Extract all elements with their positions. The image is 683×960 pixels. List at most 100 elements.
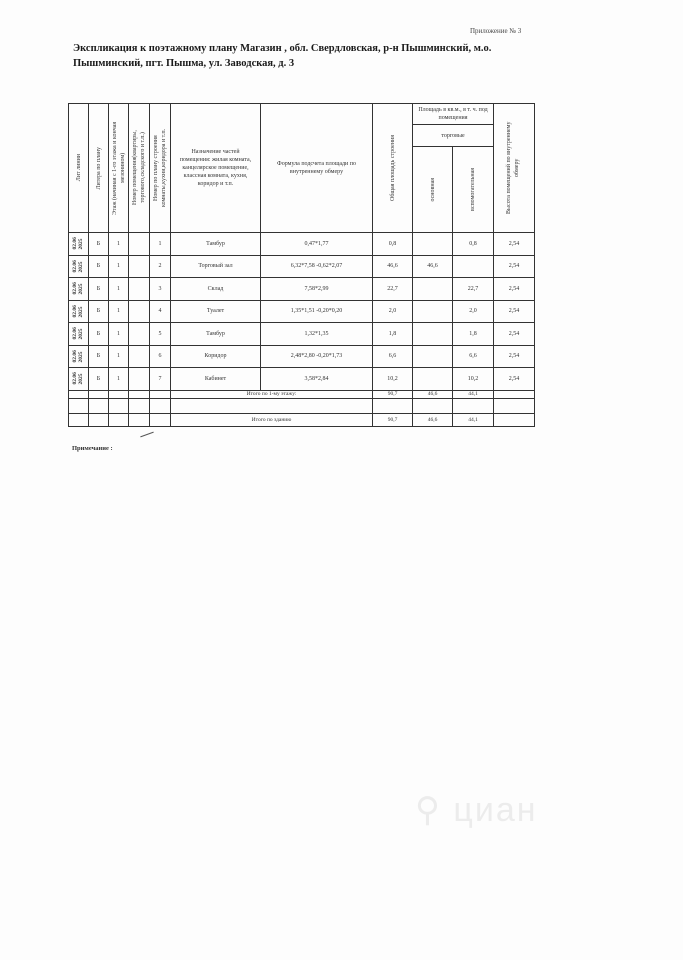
plan-no-cell: 1 [149,232,171,256]
pen-mark [140,431,154,438]
header-purpose: Назначение частей помещения: жилая комна… [170,103,261,233]
table-row: 02.06 2025 Б 1 1 Тамбур 0,47*1,77 0,8 0,8 2,54 [68,232,536,256]
floor-cell: 1 [108,367,129,391]
building-total-aux: 44,1 [451,412,495,427]
plan-no-cell: 6 [149,344,171,368]
litera-cell: Б [88,367,109,391]
plan-no-cell: 3 [149,277,171,301]
litera-cell: Б [88,299,109,323]
litera-cell: Б [88,254,109,278]
room-no-cell [128,277,150,301]
plan-no-cell: 2 [149,254,171,278]
header-plan-no: Номер по плану строения комнаты,кухни,ко… [149,103,171,233]
main-area-cell: 46,6 [412,254,453,278]
room-name-cell: Кабинет [170,367,261,391]
floor-cell: 1 [108,299,129,323]
aux-area-cell: 1,8 [451,322,495,346]
floor-cell: 1 [108,254,129,278]
table-row: 02.06 2025 Б 1 6 Коридор 2,48*2,80 -0,20*1,73… [68,344,536,368]
aux-area-cell: 2,0 [451,299,495,323]
building-total-area: 90,7 [372,412,413,427]
formula-cell: 7,58*2,99 [260,277,373,301]
plan-no-cell: 4 [149,299,171,323]
room-name-cell: Тамбур [170,232,261,256]
note-label: Примечание : [72,445,113,452]
header-aux: вспомогательная [451,146,495,233]
room-name-cell: Торговый зал [170,254,261,278]
floor-total-row: Итого по 1-му этажу: 90,7 46,6 44,1 [68,389,536,399]
date-cell: 02.06 2025 [68,367,89,391]
table-row: 02.06 2025 Б 1 2 Торговый зал 6,32*7,58 -0,62… [68,254,536,278]
table-row: 02.06 2025 Б 1 5 Тамбур 1,32*1,35 1,8 1,8 2,54 [68,322,536,346]
date-cell: 02.06 2025 [68,299,89,323]
floor-cell: 1 [108,344,129,368]
header-litera: Литера по плану [88,103,109,233]
main-area-cell [412,367,453,391]
main-area-cell [412,344,453,368]
aux-area-cell: 6,6 [451,344,495,368]
room-no-cell [128,322,150,346]
building-total-main: 46,6 [412,412,453,427]
appendix-label: Приложение № 3 [470,27,522,35]
room-no-cell [128,299,150,323]
height-cell: 2,54 [493,232,536,256]
header-main: основная [412,146,453,233]
table-row: 02.06 2025 Б 1 4 Туалет 1,35*1,51 -0,20*0,20 2… [68,299,536,323]
plan-no-cell: 7 [149,367,171,391]
aux-area-cell: 22,7 [451,277,495,301]
total-area-cell: 2,0 [372,299,413,323]
header-floor: Этаж (начиная с 1-го этажа и кончая мезо… [108,103,129,233]
height-cell: 2,54 [493,344,536,368]
room-no-cell [128,367,150,391]
formula-cell: 1,35*1,51 -0,20*0,20 [260,299,373,323]
aux-area-cell [451,254,495,278]
height-cell: 2,54 [493,277,536,301]
formula-cell: 3,58*2,84 [260,367,373,391]
aux-area-cell: 10,2 [451,367,495,391]
formula-cell: 6,32*7,58 -0,62*2,07 [260,254,373,278]
litera-cell: Б [88,277,109,301]
total-area-cell: 0,8 [372,232,413,256]
floor-cell: 1 [108,232,129,256]
floor-total-aux: 44,1 [451,389,495,399]
height-cell: 2,54 [493,322,536,346]
height-cell: 2,54 [493,299,536,323]
document-title: Экспликация к поэтажному плану Магазин ,… [73,43,492,69]
date-cell: 02.06 2025 [68,254,89,278]
header-formula: Формула подсчета площади по внутреннему … [260,103,373,233]
total-area-cell: 1,8 [372,322,413,346]
total-area-cell: 10,2 [372,367,413,391]
litera-cell: Б [88,344,109,368]
main-area-cell [412,322,453,346]
height-cell: 2,54 [493,367,536,391]
floor-total-label: Итого по 1-му этажу: [170,389,373,399]
header-total-area: Общая площадь строения [372,103,413,233]
plan-no-cell: 5 [149,322,171,346]
header-room-no: Номер помещения(квартиры, торгового,скла… [128,103,150,233]
building-total-label: Итого по зданию [170,412,373,427]
date-cell: 02.06 2025 [68,277,89,301]
header-area-group: Площадь в кв.м., в т. ч. под помещения [411,103,495,125]
main-area-cell [412,232,453,256]
formula-cell: 1,32*1,35 [260,322,373,346]
header-trade: торговые [411,124,495,147]
formula-cell: 2,48*2,80 -0,20*1,73 [260,344,373,368]
explication-table: Лит линии Литера по плану Этаж (начиная … [68,103,536,427]
total-area-cell: 6,6 [372,344,413,368]
date-cell: 02.06 2025 [68,344,89,368]
litera-cell: Б [88,322,109,346]
floor-total-area: 90,7 [372,389,413,399]
room-no-cell [128,254,150,278]
room-no-cell [128,232,150,256]
room-name-cell: Коридор [170,344,261,368]
date-cell: 02.06 2025 [68,322,89,346]
height-cell: 2,54 [493,254,536,278]
total-area-cell: 46,6 [372,254,413,278]
main-area-cell [412,299,453,323]
formula-cell: 0,47*1,77 [260,232,373,256]
floor-cell: 1 [108,277,129,301]
blank-row [68,397,536,414]
main-area-cell [412,277,453,301]
header-height: Высота помещений по внутреннему обмеру [493,103,536,233]
